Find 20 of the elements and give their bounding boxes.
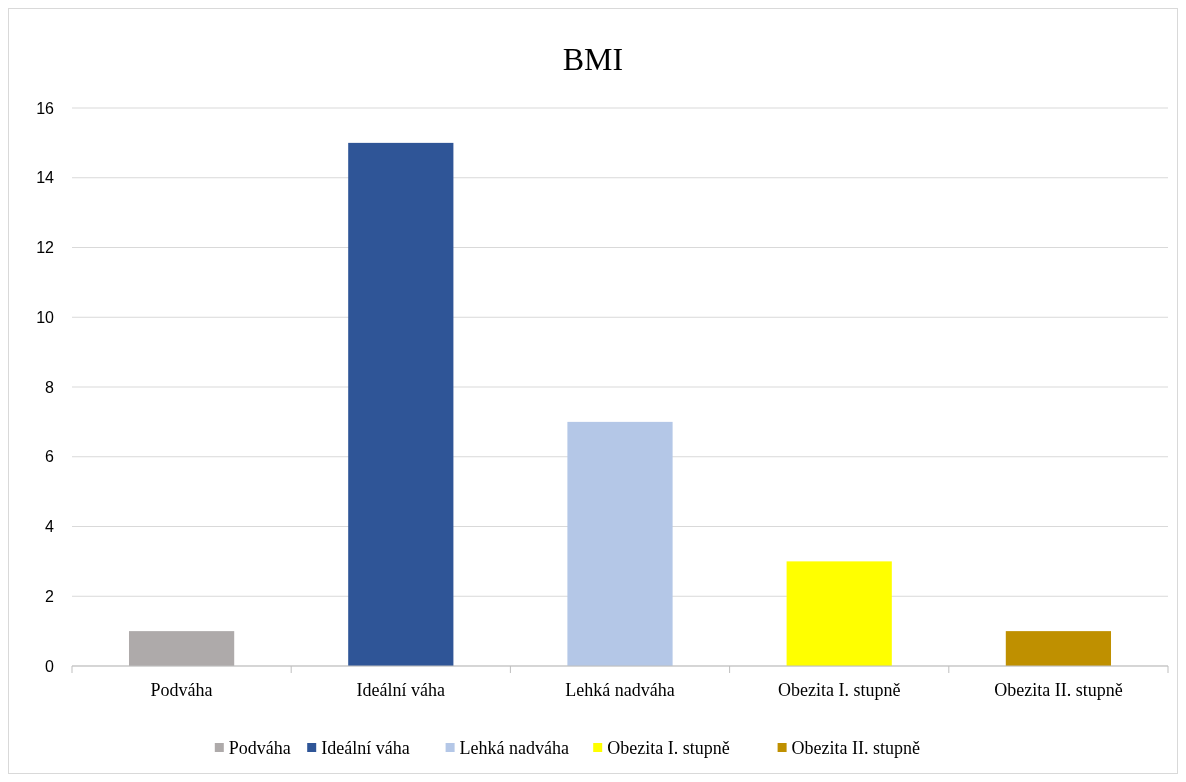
legend-label: Obezita I. stupně	[607, 738, 730, 759]
x-tick-label: Lehká nadváha	[565, 680, 675, 700]
y-tick-label: 6	[45, 448, 55, 466]
y-tick-label: 14	[36, 169, 55, 187]
legend-label: Obezita II. stupně	[791, 738, 921, 759]
legend-label: Lehká nadváha	[459, 738, 570, 759]
y-tick-label: 8	[45, 378, 55, 396]
x-tick-label: Ideální váha	[356, 680, 446, 700]
x-tick-label: Podváha	[150, 680, 213, 700]
y-tick-label: 4	[45, 518, 55, 536]
y-tick-label: 10	[36, 308, 55, 326]
x-tick-label: Obezita II. stupně	[994, 680, 1123, 700]
y-tick-label: 16	[36, 99, 55, 117]
chart-title: BMI	[562, 41, 624, 77]
legend-label: Podváha	[228, 738, 291, 759]
x-tick-label: Obezita I. stupně	[777, 680, 901, 700]
y-tick-label: 12	[36, 239, 55, 257]
y-tick-label: 2	[45, 587, 55, 605]
legend-label: Ideální váha	[321, 738, 410, 759]
y-tick-label: 0	[45, 657, 55, 675]
